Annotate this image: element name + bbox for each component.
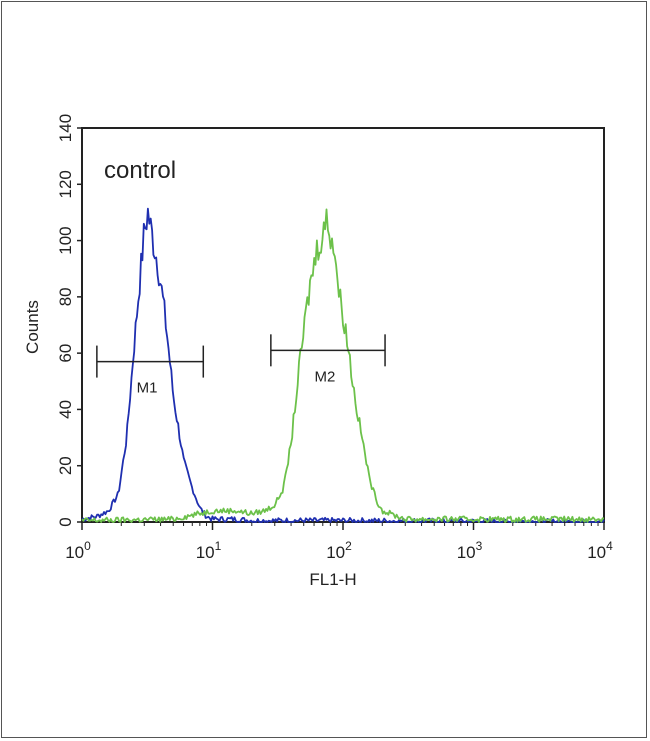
annotation-control: control bbox=[104, 157, 176, 184]
series-layer bbox=[81, 207, 605, 523]
series-line-1 bbox=[81, 207, 605, 523]
y-tick-label: 0 bbox=[56, 517, 75, 526]
y-tick-label: 60 bbox=[56, 344, 75, 363]
x-tick-label: 103 bbox=[457, 539, 483, 562]
x-tick-label: 104 bbox=[587, 539, 613, 562]
y-tick-label: 100 bbox=[56, 226, 75, 254]
gate-m1-label: M1 bbox=[137, 380, 158, 397]
y-tick-label: 140 bbox=[56, 114, 75, 142]
axes: 0 20 40 60 80 100 120 140 100 101 102 103 104 bbox=[56, 114, 613, 562]
y-axis-title: Counts bbox=[23, 300, 42, 354]
y-tick-label: 80 bbox=[56, 287, 75, 306]
gates: M1 M2 bbox=[96, 334, 386, 397]
x-tick-label: 102 bbox=[326, 539, 352, 562]
y-tick-label: 120 bbox=[56, 170, 75, 198]
gate-m2-label: M2 bbox=[315, 368, 336, 385]
y-tick-label: 40 bbox=[56, 400, 75, 419]
x-tick-label: 100 bbox=[65, 539, 91, 562]
series-line-2 bbox=[81, 208, 605, 523]
y-tick-label: 20 bbox=[56, 456, 75, 475]
x-axis-title: FL1-H bbox=[309, 570, 356, 589]
x-tick-label: 101 bbox=[196, 539, 222, 562]
